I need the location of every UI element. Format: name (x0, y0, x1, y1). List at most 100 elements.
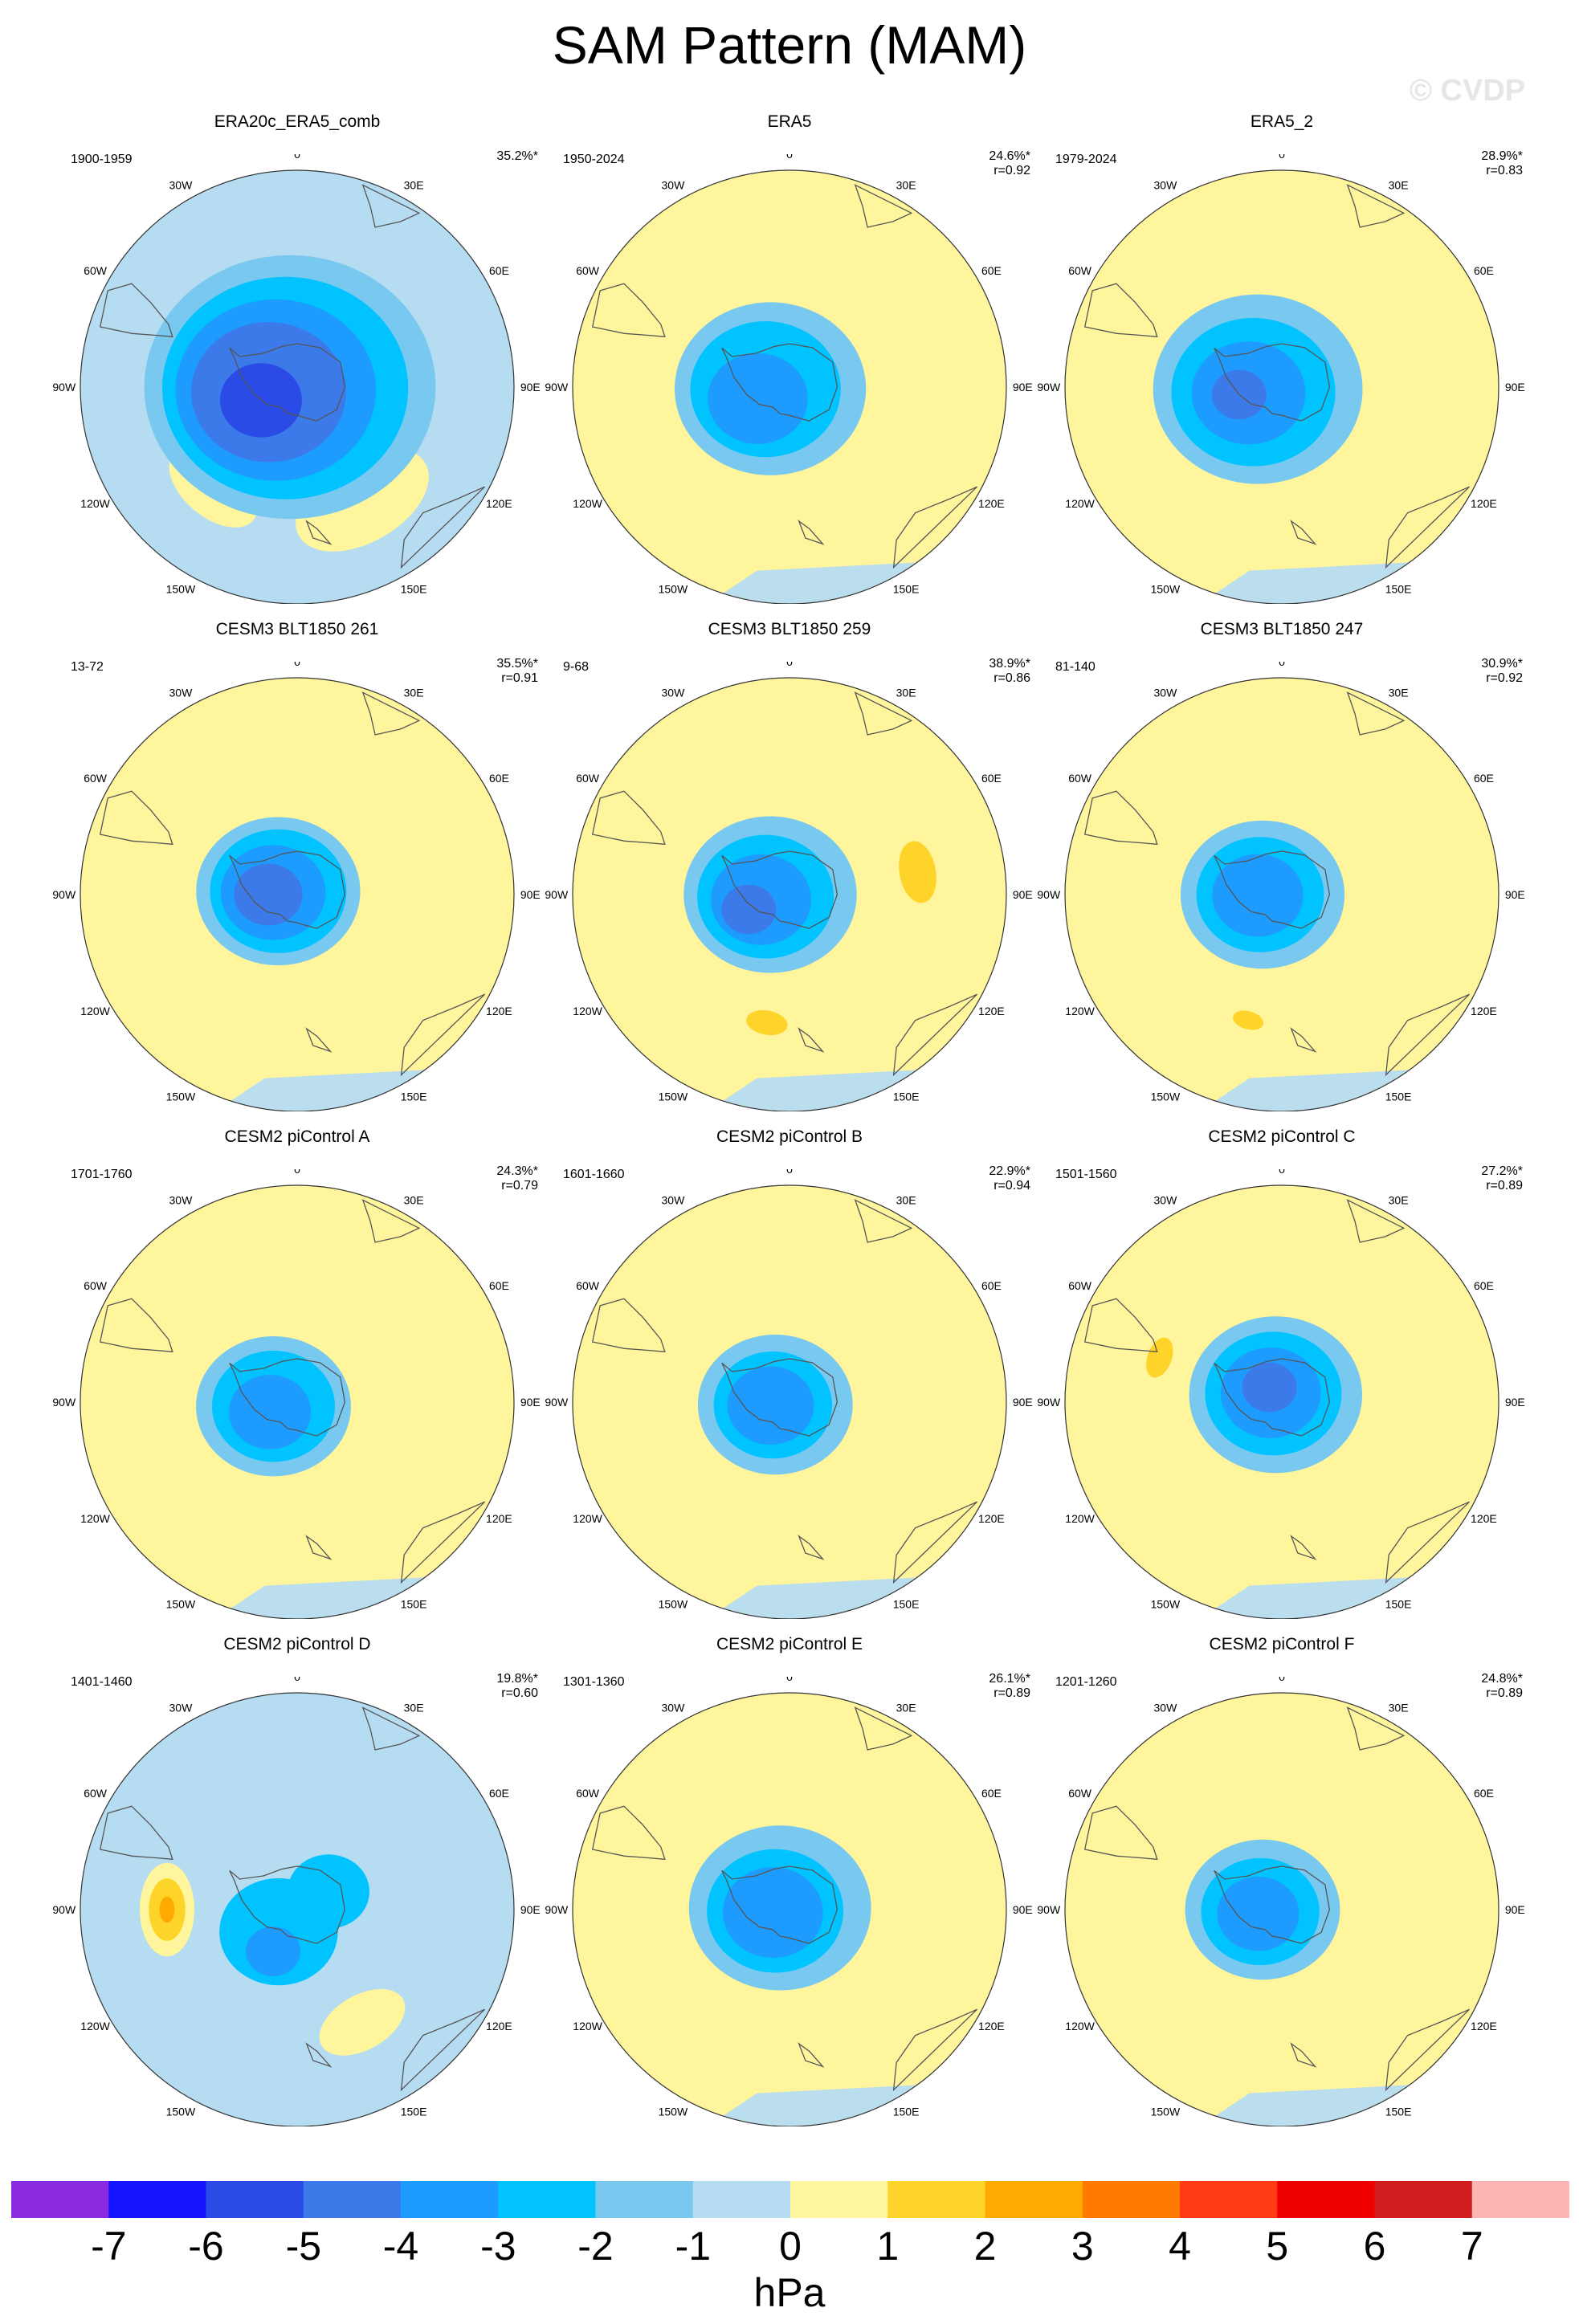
longitude-label: 0 (1279, 1169, 1285, 1176)
longitude-label: 0 (786, 154, 793, 161)
anomaly-contour (712, 2084, 936, 2126)
anomaly-contour (676, 744, 773, 819)
polar-map: 030E60E90E120E150E180150W120W90W60W30W (545, 662, 1033, 1111)
anomaly-contour (219, 1576, 444, 1619)
polar-map: 030E60E90E120E150E180150W120W90W60W30W (545, 154, 1033, 604)
panel-pattern-correlation: r=0.86 (994, 671, 1030, 685)
colorbar-tick-label: 4 (1169, 2224, 1191, 2269)
longitude-label: 60E (1474, 264, 1494, 277)
longitude-label: 90W (52, 381, 76, 393)
coastline (361, 691, 421, 736)
longitude-label: 90W (545, 1396, 569, 1409)
longitude-label: 30W (169, 1194, 194, 1207)
coastline (400, 2008, 486, 2092)
coastline (1385, 486, 1471, 569)
panel-pattern-correlation: r=0.92 (1486, 671, 1523, 685)
panel-variance-explained: 19.8%* (496, 1672, 538, 1686)
coastline (229, 1358, 346, 1437)
longitude-label: 30E (896, 687, 916, 699)
longitude-label: 30W (1154, 1702, 1178, 1714)
longitude-label: 150E (893, 1597, 920, 1610)
longitude-label: 120W (1065, 1512, 1095, 1525)
coastline (854, 1706, 913, 1751)
panel-variance-explained: 35.5%* (496, 657, 538, 671)
colorbar-tick-label: -1 (675, 2224, 712, 2269)
coastline (361, 1199, 421, 1243)
coastline (1346, 1199, 1406, 1243)
coastline (591, 283, 666, 338)
longitude-label: 150E (401, 1090, 427, 1103)
panel-year-range: 9-68 (563, 660, 590, 674)
anomaly-contour (1212, 854, 1304, 937)
longitude-label: 90W (1037, 888, 1061, 901)
panel-year-range: 1979-2024 (1055, 153, 1117, 166)
longitude-label: 90E (520, 1396, 541, 1409)
coastline (99, 1805, 173, 1861)
longitude-label: 0 (1279, 154, 1285, 161)
anomaly-contour (722, 1867, 823, 1958)
panel-pattern-correlation: r=0.83 (1486, 164, 1523, 177)
coastline (1083, 1805, 1158, 1861)
colorbar-tick-label: -7 (91, 2224, 127, 2269)
longitude-label: 60E (489, 1279, 509, 1292)
longitude-label: 120W (80, 497, 110, 510)
longitude-label: 30W (169, 179, 194, 192)
colorbar-swatch (498, 2181, 596, 2218)
map-panel: ERA5_2 1979-2024 28.9%*r=0.83 0 30E 60E 90E 120… (1033, 112, 1531, 604)
longitude-label: 90W (545, 381, 569, 393)
longitude-label: 120W (573, 1512, 602, 1525)
longitude-label: 90E (520, 381, 541, 393)
longitude-label: 60E (981, 1279, 1002, 1292)
map-panel: ERA20c_ERA5_comb 1900-1959 35.2%* 0 30E 60E 90… (48, 112, 546, 604)
anomaly-contour (746, 1009, 788, 1036)
coastline (1385, 2008, 1471, 2092)
colorbar-tick-label: 5 (1266, 2224, 1289, 2269)
colorbar-swatch (206, 2181, 304, 2218)
coastline (400, 1501, 486, 1584)
coastline (1346, 1706, 1406, 1751)
longitude-label: 60W (576, 264, 600, 277)
panel-variance-explained: 26.1%* (989, 1672, 1030, 1686)
coastline (892, 486, 978, 569)
page-title: SAM Pattern (MAM) (552, 15, 1027, 75)
coastline (854, 184, 913, 228)
anomaly-contour (380, 1299, 440, 1376)
panel-year-range: 1601-1660 (563, 1168, 625, 1181)
anomaly-contour (630, 865, 693, 969)
longitude-label: 120E (1471, 497, 1497, 510)
longitude-label: 150E (1385, 2105, 1412, 2118)
panel-title: ERA5 (767, 112, 812, 131)
coastline (1346, 184, 1406, 228)
colorbar-tick-label: 2 (973, 2224, 997, 2269)
panel-year-range: 1401-1460 (71, 1675, 133, 1689)
map-border (572, 1692, 1007, 2126)
longitude-label: 60E (1474, 772, 1494, 785)
longitude-label: 90W (1037, 381, 1061, 393)
map-panel: CESM3 BLT1850 247 81-140 30.9%*r=0.92 0 30E 6… (1033, 620, 1531, 1111)
longitude-label: 60W (84, 772, 108, 785)
longitude-label: 90W (1037, 1903, 1061, 1916)
coastline (99, 1298, 173, 1353)
coastline (798, 520, 825, 545)
map-panel: CESM2 piControl D 1401-1460 19.8%*r=0.60 0 3… (48, 1635, 546, 2126)
panel-title: CESM3 BLT1850 261 (215, 620, 379, 638)
colorbar-tick-label: 1 (876, 2224, 900, 2269)
coastline (1214, 343, 1331, 422)
panel-year-range: 1201-1260 (1055, 1675, 1117, 1689)
longitude-label: 120W (1065, 497, 1095, 510)
longitude-label: 30W (1154, 179, 1178, 192)
colorbar-swatch (985, 2181, 1083, 2218)
longitude-label: 90E (1505, 1903, 1525, 1916)
coastline (229, 343, 346, 422)
polar-map: 030E60E90E120E150E180150W120W90W60W30W (52, 1169, 541, 1619)
longitude-label: 120E (978, 1005, 1005, 1017)
longitude-label: 150W (1151, 1597, 1181, 1610)
anomaly-contour (727, 1366, 814, 1445)
panel-year-range: 1501-1560 (1055, 1168, 1117, 1181)
anomaly-contour (234, 863, 303, 926)
anomaly-contour (712, 561, 936, 604)
coastline (400, 993, 486, 1077)
longitude-label: 60E (1474, 1787, 1494, 1800)
panel-pattern-correlation: r=0.89 (1486, 1686, 1523, 1700)
anomaly-contour (1165, 245, 1249, 316)
